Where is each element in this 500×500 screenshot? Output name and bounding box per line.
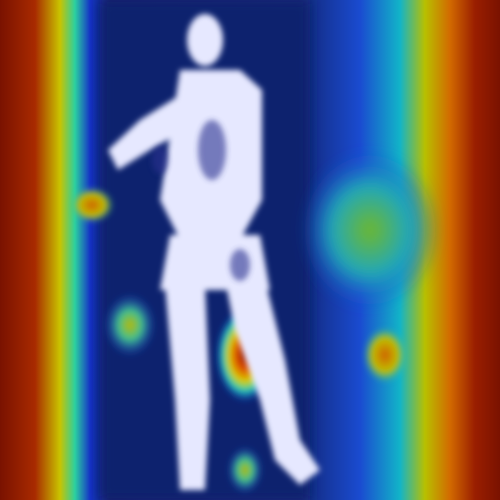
hotspot-left — [104, 293, 156, 357]
hotspot-bottom — [227, 446, 263, 494]
warm-region-right — [300, 150, 440, 310]
hotspot-left-edge — [70, 187, 114, 223]
silhouette-shading — [152, 120, 250, 281]
hotspot-right — [363, 327, 407, 383]
